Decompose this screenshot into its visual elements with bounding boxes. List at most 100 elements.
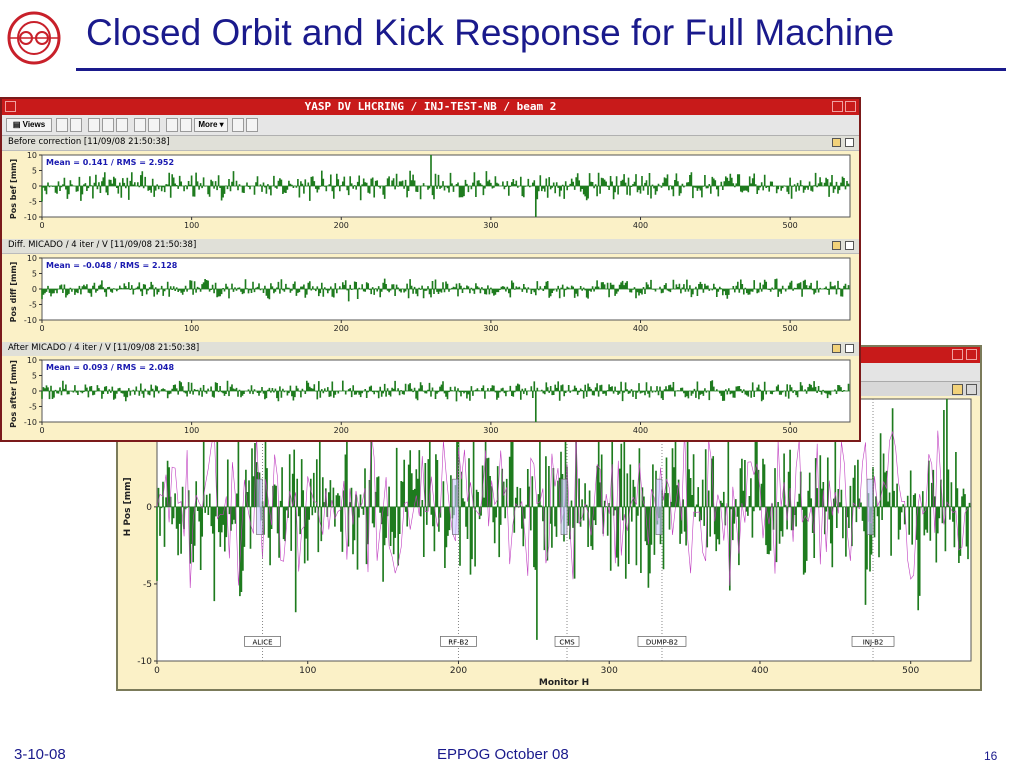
marker-label: DUMP-B2 bbox=[646, 638, 678, 646]
settings-icon[interactable] bbox=[832, 241, 841, 250]
copy-button[interactable] bbox=[134, 118, 146, 132]
marker-box bbox=[866, 478, 874, 535]
x-tick-label: 0 bbox=[39, 324, 44, 333]
x-tick-label: 500 bbox=[783, 324, 798, 333]
minimize-icon[interactable] bbox=[952, 349, 963, 360]
more-button[interactable]: More ▾ bbox=[194, 118, 228, 132]
y-tick-label: 0 bbox=[32, 182, 37, 191]
settings-icon[interactable] bbox=[952, 384, 963, 395]
x-tick-label: 0 bbox=[39, 426, 44, 435]
panel-header: Before correction [11/09/08 21:50:38] bbox=[2, 136, 859, 151]
x-tick-label: 500 bbox=[783, 426, 798, 435]
title-divider bbox=[76, 68, 1006, 71]
close-icon[interactable] bbox=[966, 349, 977, 360]
stats-label: Mean = -0.048 / RMS = 2.128 bbox=[46, 261, 178, 270]
x-tick-label: 200 bbox=[334, 221, 349, 230]
x-tick-label: 400 bbox=[751, 666, 768, 676]
panel-header: Diff. MICADO / 4 iter / V [11/09/08 21:5… bbox=[2, 239, 859, 254]
window-title-bar[interactable]: YASP DV LHCRING / INJ-TEST-NB / beam 2 bbox=[2, 99, 859, 115]
x-tick-label: 200 bbox=[334, 426, 349, 435]
x-tick-label: 0 bbox=[154, 666, 160, 676]
slide-title: Closed Orbit and Kick Response for Full … bbox=[86, 12, 895, 53]
grid-button[interactable] bbox=[166, 118, 178, 132]
marker-box bbox=[655, 478, 663, 535]
y-tick-label: 5 bbox=[32, 372, 37, 381]
y-tick-label: -5 bbox=[143, 580, 152, 590]
layout-3-button[interactable] bbox=[88, 118, 100, 132]
y-tick-label: 0 bbox=[146, 503, 152, 513]
x-tick-label: 300 bbox=[601, 666, 618, 676]
layout-1-button[interactable] bbox=[56, 118, 68, 132]
table-button[interactable] bbox=[180, 118, 192, 132]
layout-4-button[interactable] bbox=[102, 118, 114, 132]
settings-icon[interactable] bbox=[832, 344, 841, 353]
marker-box bbox=[256, 478, 263, 535]
marker-tag bbox=[637, 636, 687, 647]
x-tick-label: 400 bbox=[633, 426, 648, 435]
x-tick-label: 400 bbox=[633, 324, 648, 333]
x-axis-label: Monitor H bbox=[539, 678, 589, 688]
marker-tag bbox=[554, 636, 580, 647]
x-tick-label: 300 bbox=[483, 324, 498, 333]
marker-label: CMS bbox=[559, 638, 575, 646]
marker-tag bbox=[851, 636, 895, 647]
y-tick-label: -5 bbox=[29, 403, 37, 412]
window-title: YASP DV LHCRING / INJ-TEST-NB / beam 2 bbox=[304, 100, 557, 113]
detach-icon[interactable] bbox=[845, 241, 854, 250]
x-tick-label: 100 bbox=[184, 324, 199, 333]
detach-icon[interactable] bbox=[845, 344, 854, 353]
yasp-window[interactable]: YASP DV LHCRING / INJ-TEST-NB / beam 2 ▤… bbox=[0, 97, 861, 442]
y-tick-label: -10 bbox=[24, 316, 37, 325]
export-button[interactable] bbox=[232, 118, 244, 132]
marker-tag bbox=[244, 636, 281, 647]
x-tick-label: 200 bbox=[450, 666, 467, 676]
chevron-down-icon: ▾ bbox=[219, 120, 224, 129]
paste-button[interactable] bbox=[148, 118, 160, 132]
window-menu-icon[interactable] bbox=[5, 101, 16, 112]
x-tick-label: 400 bbox=[633, 221, 648, 230]
y-axis-label: Pos bef [mm] bbox=[9, 159, 18, 219]
layout-5-button[interactable] bbox=[116, 118, 128, 132]
settings-icon[interactable] bbox=[832, 138, 841, 147]
y-axis-label: H Pos [mm] bbox=[123, 477, 133, 536]
print-button[interactable] bbox=[246, 118, 258, 132]
marker-label: RF-B2 bbox=[448, 638, 468, 646]
minimize-icon[interactable] bbox=[832, 101, 843, 112]
panel-header: After MICADO / 4 iter / V [11/09/08 21:5… bbox=[2, 342, 859, 357]
stats-label: Mean = 0.093 / RMS = 2.048 bbox=[46, 363, 174, 372]
x-tick-label: 0 bbox=[39, 221, 44, 230]
y-axis-label: Pos diff [mm] bbox=[9, 262, 18, 323]
stats-label: Mean = 0.141 / RMS = 2.952 bbox=[46, 158, 174, 167]
x-tick-label: 100 bbox=[299, 666, 316, 676]
footer-date: 3-10-08 bbox=[14, 746, 66, 763]
page-number: 16 bbox=[984, 749, 998, 763]
marker-box bbox=[452, 478, 459, 535]
y-tick-label: -5 bbox=[29, 198, 37, 207]
x-tick-label: 300 bbox=[483, 426, 498, 435]
y-tick-label: 10 bbox=[27, 254, 37, 263]
y-tick-label: 0 bbox=[32, 285, 37, 294]
y-tick-label: 5 bbox=[32, 270, 37, 279]
x-tick-label: 500 bbox=[783, 221, 798, 230]
detach-icon[interactable] bbox=[966, 384, 977, 395]
y-tick-label: -10 bbox=[24, 213, 37, 222]
marker-label: INJ-B2 bbox=[863, 638, 884, 646]
views-icon: ▤ bbox=[12, 120, 21, 129]
x-tick-label: 100 bbox=[184, 221, 199, 230]
x-tick-label: 300 bbox=[483, 221, 498, 230]
y-tick-label: -10 bbox=[137, 657, 152, 667]
lhc-logo-icon bbox=[7, 11, 61, 65]
detach-icon[interactable] bbox=[845, 138, 854, 147]
marker-tag bbox=[440, 636, 477, 647]
marker-box bbox=[560, 478, 568, 535]
x-tick-label: 100 bbox=[184, 426, 199, 435]
y-tick-label: 0 bbox=[32, 387, 37, 396]
close-icon[interactable] bbox=[845, 101, 856, 112]
y-tick-label: -10 bbox=[24, 418, 37, 427]
footer-event: EPPOG October 08 bbox=[437, 746, 569, 763]
views-button[interactable]: ▤ Views bbox=[6, 118, 52, 132]
layout-2-button[interactable] bbox=[70, 118, 82, 132]
